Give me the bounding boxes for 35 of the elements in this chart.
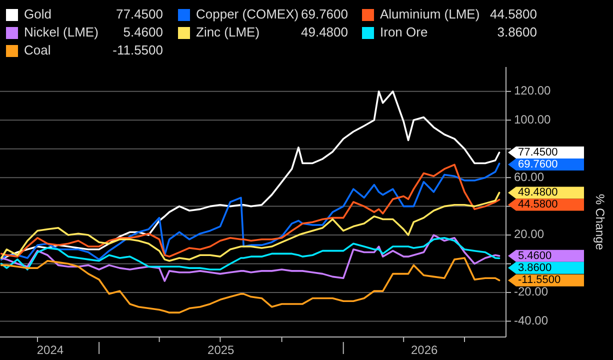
y-tick-label: -20.00	[514, 284, 548, 299]
text: -11.5500	[112, 42, 163, 58]
text: 3.8600	[497, 24, 537, 40]
y-tick-label: 20.00	[514, 227, 544, 242]
legend-label: Copper (COMEX)	[196, 6, 299, 22]
legend-label: Iron Ore	[380, 24, 428, 40]
text: 44.5800	[490, 6, 537, 22]
text: 77.4500	[116, 6, 163, 22]
line-series	[0, 192, 500, 262]
legend-label: Coal	[24, 42, 51, 58]
y-tick-label: 60.00	[514, 170, 544, 184]
data-label: 3.8600	[518, 262, 552, 274]
legend-label: Gold	[24, 6, 52, 22]
data-label: 44.5800	[518, 198, 558, 211]
x-tick-label: 2026	[410, 343, 438, 357]
line-series	[0, 234, 500, 282]
data-label: 77.4500	[518, 146, 558, 158]
data-label: -11.5500	[518, 274, 561, 286]
data-label: 69.7600	[518, 158, 558, 170]
text: 5.4600	[123, 24, 163, 40]
legend-label: Aluminium (LME)	[380, 6, 480, 22]
x-tick-label: 2025	[208, 343, 235, 357]
y-tick-label: -40.00	[514, 313, 548, 328]
legend-label: Nickel (LME)	[24, 24, 98, 40]
data-label: 5.4600	[518, 250, 552, 262]
y-tick-label: 120.00	[514, 84, 552, 98]
text: 69.7600	[301, 6, 348, 22]
legend-label: Zinc (LME)	[196, 24, 260, 40]
line-series	[0, 257, 500, 314]
y-axis-title: % Change	[593, 194, 607, 250]
data-label: 49.4800	[518, 186, 558, 199]
y-tick-label: 100.00	[514, 112, 552, 126]
text: 49.4800	[301, 24, 348, 40]
x-tick-label: 2024	[36, 343, 64, 357]
line-series	[0, 237, 500, 270]
